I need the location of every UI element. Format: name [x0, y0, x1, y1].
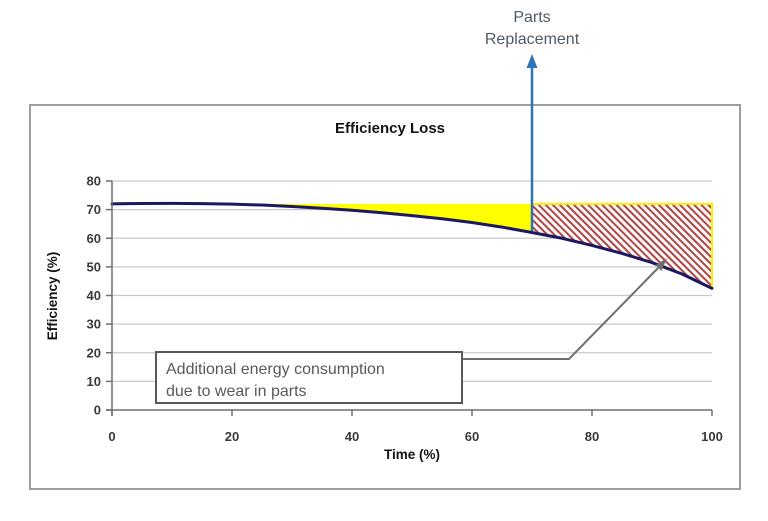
annotation-line1: Additional energy consumption — [166, 361, 385, 378]
x-tick-label: 40 — [345, 429, 359, 444]
parts-replacement-line2: Replacement — [485, 31, 580, 48]
y-tick-label: 80 — [87, 174, 101, 189]
chart-frame — [29, 104, 741, 490]
parts-replacement-line1: Parts — [513, 9, 550, 26]
efficiency-curve — [110, 201, 714, 290]
x-tick-label: 20 — [225, 429, 239, 444]
x-tick-label: 0 — [108, 429, 115, 444]
x-tick-label: 100 — [701, 429, 723, 444]
x-axis-title: Time (%) — [384, 447, 440, 462]
y-tick-label: 0 — [94, 403, 101, 418]
y-tick-label: 20 — [87, 345, 101, 360]
y-tick-label: 30 — [87, 317, 101, 332]
parts-replacement-label: Parts Replacement — [485, 9, 580, 48]
parts-replacement-arrow — [526, 54, 538, 232]
loss-area-yellow — [112, 203, 532, 233]
x-axis: 0 20 40 60 80 100 — [106, 409, 723, 444]
chart-title: Efficiency Loss — [335, 120, 445, 137]
annotation-box: Additional energy consumption due to wea… — [155, 351, 463, 404]
y-tick-label: 40 — [87, 288, 101, 303]
y-axis-title: Efficiency (%) — [45, 252, 60, 341]
y-tick-label: 60 — [87, 231, 101, 246]
y-tick-label: 10 — [87, 374, 101, 389]
annotation-line2: due to wear in parts — [166, 383, 307, 400]
y-axis: 0 10 20 30 40 50 60 70 80 — [87, 174, 113, 418]
x-tick-label: 60 — [465, 429, 479, 444]
y-tick-label: 50 — [87, 259, 101, 274]
annotation-leader-line — [462, 258, 667, 360]
x-tick-label: 80 — [585, 429, 599, 444]
y-tick-label: 70 — [87, 202, 101, 217]
